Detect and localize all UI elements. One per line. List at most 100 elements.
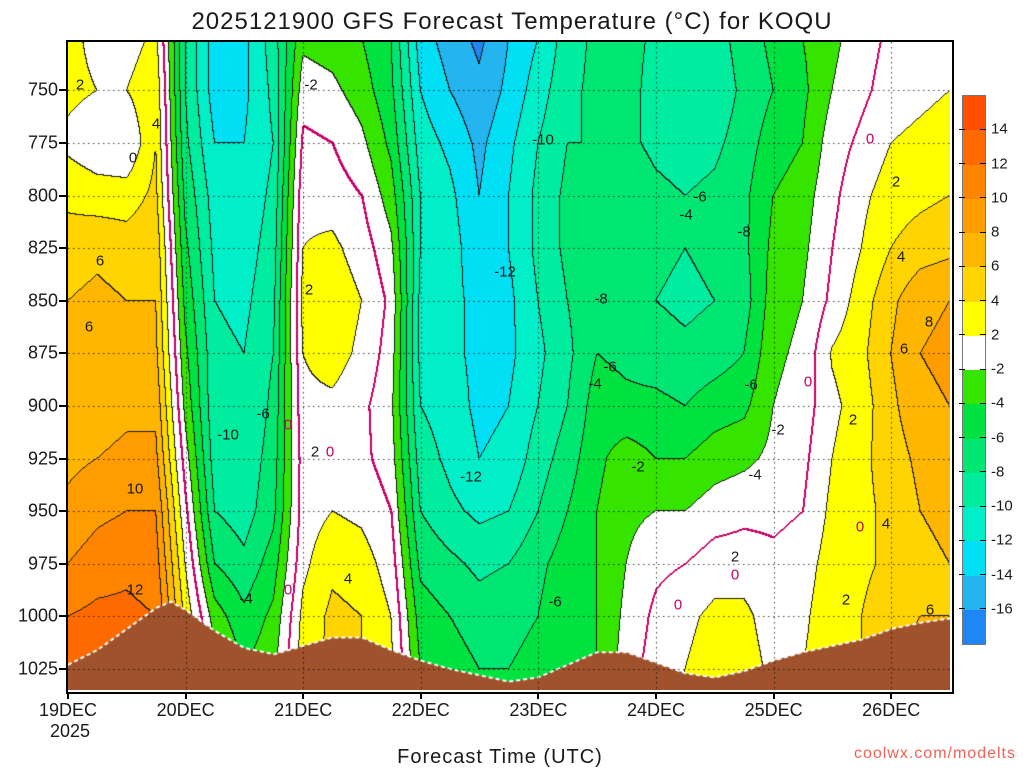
tick-mark bbox=[959, 128, 965, 130]
colorbar-segment bbox=[963, 404, 985, 439]
colorbar-tick-label: -10 bbox=[991, 497, 1013, 515]
tick-mark bbox=[772, 692, 775, 699]
tick-mark bbox=[980, 505, 986, 507]
y-tick-label: 950 bbox=[27, 500, 58, 521]
contour-plot-canvas bbox=[68, 42, 950, 690]
tick-mark bbox=[959, 334, 965, 336]
colorbar-segment bbox=[963, 198, 985, 233]
colorbar-segment bbox=[963, 335, 985, 370]
colorbar-segment bbox=[963, 541, 985, 576]
colorbar-tick-label: 4 bbox=[991, 292, 1000, 309]
tick-mark bbox=[184, 692, 187, 699]
tick-mark bbox=[959, 265, 965, 267]
tick-mark bbox=[980, 300, 986, 301]
colorbar-tick-label: 10 bbox=[991, 189, 1008, 207]
colorbar-tick-label: 8 bbox=[991, 223, 1000, 241]
tick-mark bbox=[980, 197, 986, 199]
y-tick-label: 775 bbox=[27, 132, 58, 153]
tick-mark bbox=[980, 471, 986, 473]
colorbar-segment bbox=[963, 130, 985, 165]
y-tick-label: 1000 bbox=[17, 605, 58, 626]
tick-mark bbox=[959, 197, 965, 199]
tick-mark bbox=[959, 300, 965, 301]
tick-mark bbox=[59, 247, 66, 250]
y-tick-label: 850 bbox=[27, 290, 58, 311]
colorbar-segment bbox=[963, 472, 985, 507]
tick-mark bbox=[59, 667, 66, 670]
colorbar-tick-label: -12 bbox=[991, 531, 1013, 549]
tick-mark bbox=[59, 404, 66, 407]
y-tick-label: 900 bbox=[27, 395, 58, 416]
x-axis-title: Forecast Time (UTC) bbox=[397, 746, 603, 768]
colorbar-segment bbox=[963, 609, 985, 644]
tick-mark bbox=[59, 194, 66, 197]
x-tick-label: 24DEC bbox=[626, 700, 686, 720]
tick-mark bbox=[59, 299, 66, 302]
colorbar-segment bbox=[963, 233, 985, 268]
colorbar-tick-label: -14 bbox=[991, 566, 1013, 583]
tick-mark bbox=[959, 574, 965, 575]
x-tick-label: 23DEC bbox=[509, 700, 568, 720]
tick-mark bbox=[419, 692, 422, 699]
tick-mark bbox=[980, 437, 986, 438]
y-tick-label: 800 bbox=[27, 185, 58, 206]
tick-mark bbox=[959, 163, 965, 164]
tick-mark bbox=[980, 334, 986, 336]
x-axis-year-label: 2025 bbox=[49, 721, 91, 741]
tick-mark bbox=[537, 692, 540, 699]
x-tick-label: 22DEC bbox=[391, 700, 450, 720]
colorbar-tick-label: -4 bbox=[991, 394, 1005, 412]
chart-title: 2025121900 GFS Forecast Temperature (°C)… bbox=[191, 8, 833, 35]
tick-mark bbox=[59, 352, 66, 355]
tick-mark bbox=[980, 231, 986, 233]
colorbar-tick-label: 6 bbox=[991, 257, 1000, 275]
tick-mark bbox=[59, 562, 66, 565]
colorbar-segment bbox=[963, 96, 985, 131]
colorbar-segment bbox=[963, 267, 985, 302]
tick-mark bbox=[59, 457, 66, 460]
tick-mark bbox=[980, 265, 986, 267]
tick-mark bbox=[959, 608, 965, 610]
tick-mark bbox=[59, 141, 66, 144]
tick-mark bbox=[59, 615, 66, 618]
y-tick-label: 875 bbox=[27, 342, 58, 363]
colorbar-tick-label: 12 bbox=[991, 155, 1008, 172]
tick-mark bbox=[59, 89, 66, 92]
tick-mark bbox=[959, 437, 965, 438]
tick-mark bbox=[67, 692, 69, 699]
x-tick-label: 26DEC bbox=[862, 700, 921, 720]
tick-mark bbox=[890, 692, 893, 699]
y-tick-label: 925 bbox=[27, 448, 58, 469]
y-tick-label: 825 bbox=[27, 237, 58, 258]
x-tick-label: 20DEC bbox=[156, 700, 215, 720]
y-tick-label: 750 bbox=[27, 79, 58, 100]
tick-mark bbox=[980, 608, 986, 610]
tick-mark bbox=[959, 368, 965, 370]
colorbar-tick-label: -16 bbox=[991, 600, 1013, 618]
tick-mark bbox=[980, 402, 986, 404]
tick-mark bbox=[959, 231, 965, 233]
colorbar-tick-label: -2 bbox=[991, 360, 1005, 378]
tick-mark bbox=[959, 402, 965, 404]
tick-mark bbox=[59, 510, 66, 513]
tick-mark bbox=[655, 692, 657, 699]
watermark: coolwx.com/modelts bbox=[853, 745, 1016, 762]
colorbar-tick-label: -8 bbox=[991, 463, 1005, 481]
tick-mark bbox=[980, 539, 986, 541]
y-tick-label: 975 bbox=[27, 553, 58, 574]
colorbar-segment bbox=[963, 438, 985, 473]
colorbar-segment bbox=[963, 301, 985, 336]
colorbar-segment bbox=[963, 164, 985, 199]
x-tick-label: 25DEC bbox=[744, 700, 803, 720]
tick-mark bbox=[959, 539, 965, 541]
colorbar-segment bbox=[963, 575, 985, 610]
colorbar-tick-label: 14 bbox=[991, 120, 1008, 138]
colorbar-segment bbox=[963, 507, 985, 542]
colorbar bbox=[962, 95, 986, 645]
tick-mark bbox=[959, 471, 965, 473]
colorbar-tick-label: -6 bbox=[991, 429, 1005, 446]
y-tick-label: 1025 bbox=[17, 658, 58, 679]
tick-mark bbox=[980, 128, 986, 130]
x-tick-label: 19DEC bbox=[38, 700, 98, 720]
